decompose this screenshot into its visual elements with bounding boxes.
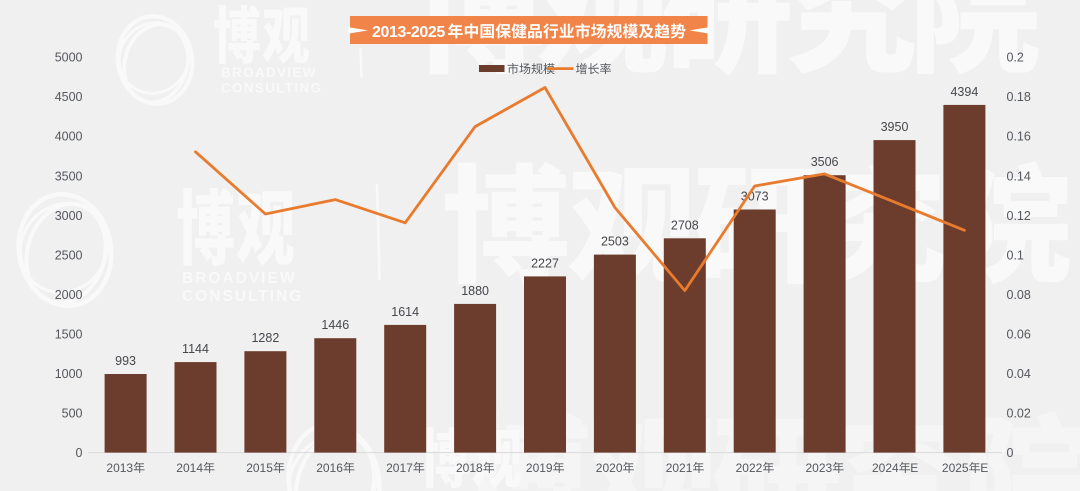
svg-text:E: E (910, 461, 918, 475)
svg-text:0.04: 0.04 (1007, 367, 1031, 381)
svg-text:2015: 2015 (246, 461, 273, 475)
svg-text:4500: 4500 (55, 90, 83, 104)
svg-text:2023: 2023 (806, 461, 833, 475)
svg-text:2014: 2014 (176, 461, 203, 475)
svg-text:BROADVIEW: BROADVIEW (221, 65, 317, 80)
svg-text:2503: 2503 (601, 235, 629, 249)
svg-text:2022: 2022 (736, 461, 763, 475)
svg-text:1880: 1880 (461, 284, 489, 298)
svg-text:2020: 2020 (596, 461, 623, 475)
svg-text:0.18: 0.18 (1007, 90, 1031, 104)
svg-text:2018: 2018 (456, 461, 483, 475)
svg-text:1500: 1500 (55, 328, 83, 342)
svg-text:3000: 3000 (55, 209, 83, 223)
svg-text:0.12: 0.12 (1007, 209, 1031, 223)
svg-text:2025: 2025 (942, 461, 969, 475)
svg-text:CONSULTING: CONSULTING (221, 81, 322, 96)
svg-text:5000: 5000 (55, 51, 83, 65)
svg-text:2019: 2019 (526, 461, 553, 475)
svg-text:0: 0 (1007, 446, 1014, 460)
svg-text:0.06: 0.06 (1007, 328, 1031, 342)
svg-text:2017: 2017 (386, 461, 413, 475)
svg-text:0.16: 0.16 (1007, 130, 1031, 144)
svg-text:1000: 1000 (55, 367, 83, 381)
svg-text:3950: 3950 (881, 120, 909, 134)
svg-text:3506: 3506 (811, 155, 839, 169)
svg-text:3073: 3073 (741, 190, 769, 204)
svg-text:3500: 3500 (55, 169, 83, 183)
svg-text:2227: 2227 (531, 256, 559, 270)
svg-text:2013-2025: 2013-2025 (372, 24, 445, 41)
svg-text:4000: 4000 (55, 130, 83, 144)
svg-text:0.2: 0.2 (1007, 51, 1024, 65)
svg-text:1144: 1144 (182, 342, 209, 356)
svg-text:0.02: 0.02 (1007, 407, 1031, 421)
svg-text:1282: 1282 (251, 331, 279, 345)
svg-text:993: 993 (115, 354, 136, 368)
svg-text:0.1: 0.1 (1007, 248, 1024, 262)
svg-text:1446: 1446 (321, 318, 349, 332)
svg-text:500: 500 (62, 407, 83, 421)
svg-text:CONSULTING: CONSULTING (182, 288, 303, 305)
svg-text:BROADVIEW: BROADVIEW (182, 270, 296, 287)
svg-text:2016: 2016 (316, 461, 343, 475)
svg-text:2024: 2024 (872, 461, 899, 475)
svg-text:2021: 2021 (666, 461, 693, 475)
svg-text:0.14: 0.14 (1007, 169, 1031, 183)
svg-text:2013: 2013 (106, 461, 133, 475)
svg-text:0: 0 (76, 446, 83, 460)
svg-text:E: E (980, 461, 988, 475)
svg-text:4394: 4394 (950, 85, 978, 99)
svg-text:1614: 1614 (391, 305, 419, 319)
svg-text:2708: 2708 (671, 218, 699, 232)
svg-text:2500: 2500 (55, 248, 83, 262)
svg-text:0.08: 0.08 (1007, 288, 1031, 302)
svg-text:2000: 2000 (55, 288, 83, 302)
